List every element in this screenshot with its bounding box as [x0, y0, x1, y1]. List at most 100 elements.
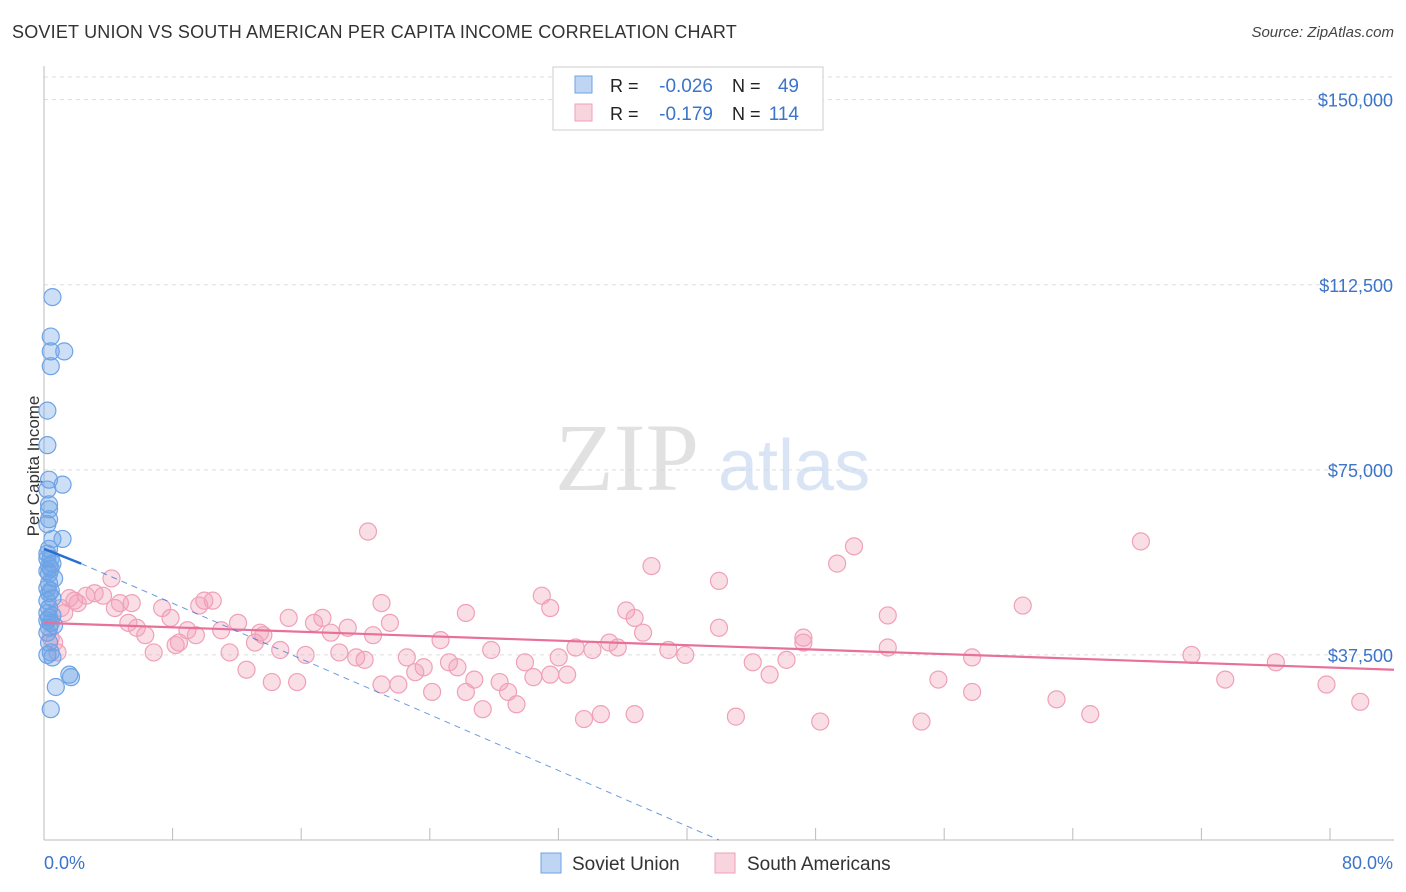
- south-americans-point[interactable]: [549, 648, 568, 667]
- south-americans-point[interactable]: [161, 608, 180, 628]
- south-americans-point[interactable]: [1131, 532, 1150, 551]
- south-americans-point[interactable]: [271, 640, 290, 660]
- south-americans-point[interactable]: [524, 668, 543, 687]
- south-americans-point[interactable]: [465, 670, 484, 689]
- south-americans-point[interactable]: [1317, 675, 1336, 694]
- south-americans-point[interactable]: [473, 700, 492, 719]
- south-americans-point[interactable]: [963, 648, 982, 667]
- south-americans-point[interactable]: [220, 643, 239, 662]
- south-americans-point[interactable]: [166, 635, 185, 655]
- south-americans-point[interactable]: [406, 663, 425, 682]
- soviet-union-point[interactable]: [39, 500, 59, 519]
- south-americans-point[interactable]: [431, 631, 450, 650]
- south-americans-point[interactable]: [1351, 692, 1370, 711]
- south-americans-point[interactable]: [1182, 645, 1201, 665]
- soviet-union-point[interactable]: [43, 287, 62, 307]
- soviet-union-point[interactable]: [41, 327, 60, 346]
- south-americans-point[interactable]: [633, 623, 653, 642]
- south-americans-point[interactable]: [358, 522, 378, 541]
- south-americans-point[interactable]: [190, 596, 209, 615]
- south-americans-point[interactable]: [105, 598, 124, 618]
- south-americans-point[interactable]: [122, 593, 141, 613]
- soviet-union-point[interactable]: [41, 357, 60, 376]
- south-americans-point[interactable]: [574, 709, 594, 729]
- south-americans-point[interactable]: [65, 591, 84, 610]
- soviet-union-point[interactable]: [45, 616, 64, 635]
- south-americans-point[interactable]: [709, 618, 729, 637]
- soviet-union-point[interactable]: [38, 645, 57, 665]
- south-americans-point[interactable]: [423, 682, 442, 702]
- south-americans-point[interactable]: [532, 586, 551, 605]
- south-americans-point[interactable]: [169, 633, 189, 652]
- south-americans-point[interactable]: [136, 626, 155, 645]
- south-americans-point[interactable]: [237, 660, 256, 679]
- south-americans-point[interactable]: [1013, 596, 1032, 615]
- south-americans-point[interactable]: [878, 638, 897, 657]
- south-americans-point[interactable]: [288, 672, 307, 692]
- south-americans-point[interactable]: [389, 675, 408, 694]
- south-americans-point[interactable]: [93, 586, 113, 605]
- south-americans-point[interactable]: [963, 682, 982, 702]
- south-americans-point[interactable]: [338, 618, 357, 637]
- south-americans-point[interactable]: [929, 670, 948, 689]
- south-americans-point[interactable]: [414, 658, 433, 677]
- south-americans-point[interactable]: [279, 608, 298, 628]
- soviet-union-point[interactable]: [53, 475, 72, 494]
- south-americans-point[interactable]: [456, 603, 475, 623]
- south-americans-point[interactable]: [777, 650, 796, 669]
- south-americans-point[interactable]: [515, 653, 535, 672]
- south-americans-point[interactable]: [743, 653, 762, 672]
- south-americans-point[interactable]: [203, 591, 222, 610]
- south-americans-point[interactable]: [372, 593, 391, 613]
- south-americans-point[interactable]: [760, 665, 779, 684]
- south-americans-point[interactable]: [119, 613, 138, 632]
- south-americans-point[interactable]: [507, 695, 526, 714]
- south-americans-point[interactable]: [625, 608, 644, 628]
- south-americans-point[interactable]: [355, 650, 374, 669]
- south-americans-point[interactable]: [709, 571, 729, 590]
- south-americans-point[interactable]: [794, 628, 813, 647]
- south-americans-point[interactable]: [828, 554, 847, 573]
- south-americans-point[interactable]: [541, 665, 560, 684]
- south-americans-point[interactable]: [456, 682, 475, 702]
- south-americans-point[interactable]: [1081, 705, 1100, 724]
- south-americans-point[interactable]: [448, 658, 467, 677]
- soviet-union-point[interactable]: [38, 401, 57, 420]
- south-americans-point[interactable]: [313, 608, 332, 628]
- south-americans-point[interactable]: [186, 626, 205, 645]
- soviet-union-point[interactable]: [41, 700, 60, 719]
- south-americans-point[interactable]: [726, 707, 745, 726]
- south-americans-point[interactable]: [178, 621, 197, 640]
- south-americans-point[interactable]: [482, 640, 501, 660]
- soviet-union-point[interactable]: [38, 480, 57, 499]
- south-americans-point[interactable]: [380, 613, 400, 632]
- south-americans-point[interactable]: [397, 648, 416, 667]
- soviet-union-point[interactable]: [55, 342, 74, 361]
- south-americans-point[interactable]: [1216, 670, 1235, 689]
- south-americans-point[interactable]: [1047, 690, 1066, 709]
- south-americans-point[interactable]: [541, 598, 560, 618]
- south-americans-point[interactable]: [583, 640, 602, 660]
- soviet-union-point[interactable]: [61, 668, 81, 687]
- south-americans-point[interactable]: [811, 712, 830, 731]
- south-americans-point[interactable]: [296, 645, 315, 665]
- soviet-union-point[interactable]: [46, 677, 65, 697]
- south-americans-point[interactable]: [250, 623, 270, 642]
- soviet-union-point[interactable]: [43, 648, 62, 667]
- south-americans-point[interactable]: [625, 705, 644, 724]
- soviet-union-point[interactable]: [39, 584, 59, 603]
- soviet-union-point[interactable]: [53, 529, 72, 549]
- south-americans-point[interactable]: [878, 606, 897, 625]
- south-americans-point[interactable]: [676, 645, 695, 665]
- south-americans-point[interactable]: [794, 633, 813, 652]
- south-americans-point[interactable]: [912, 712, 931, 731]
- soviet-union-point[interactable]: [38, 436, 57, 455]
- south-americans-point[interactable]: [844, 537, 864, 556]
- south-americans-point[interactable]: [642, 556, 661, 576]
- south-americans-point[interactable]: [262, 672, 281, 692]
- south-americans-point[interactable]: [330, 643, 349, 662]
- south-americans-point[interactable]: [1266, 653, 1285, 672]
- south-americans-point[interactable]: [144, 643, 163, 662]
- south-americans-point[interactable]: [102, 569, 121, 588]
- soviet-union-point[interactable]: [41, 342, 60, 361]
